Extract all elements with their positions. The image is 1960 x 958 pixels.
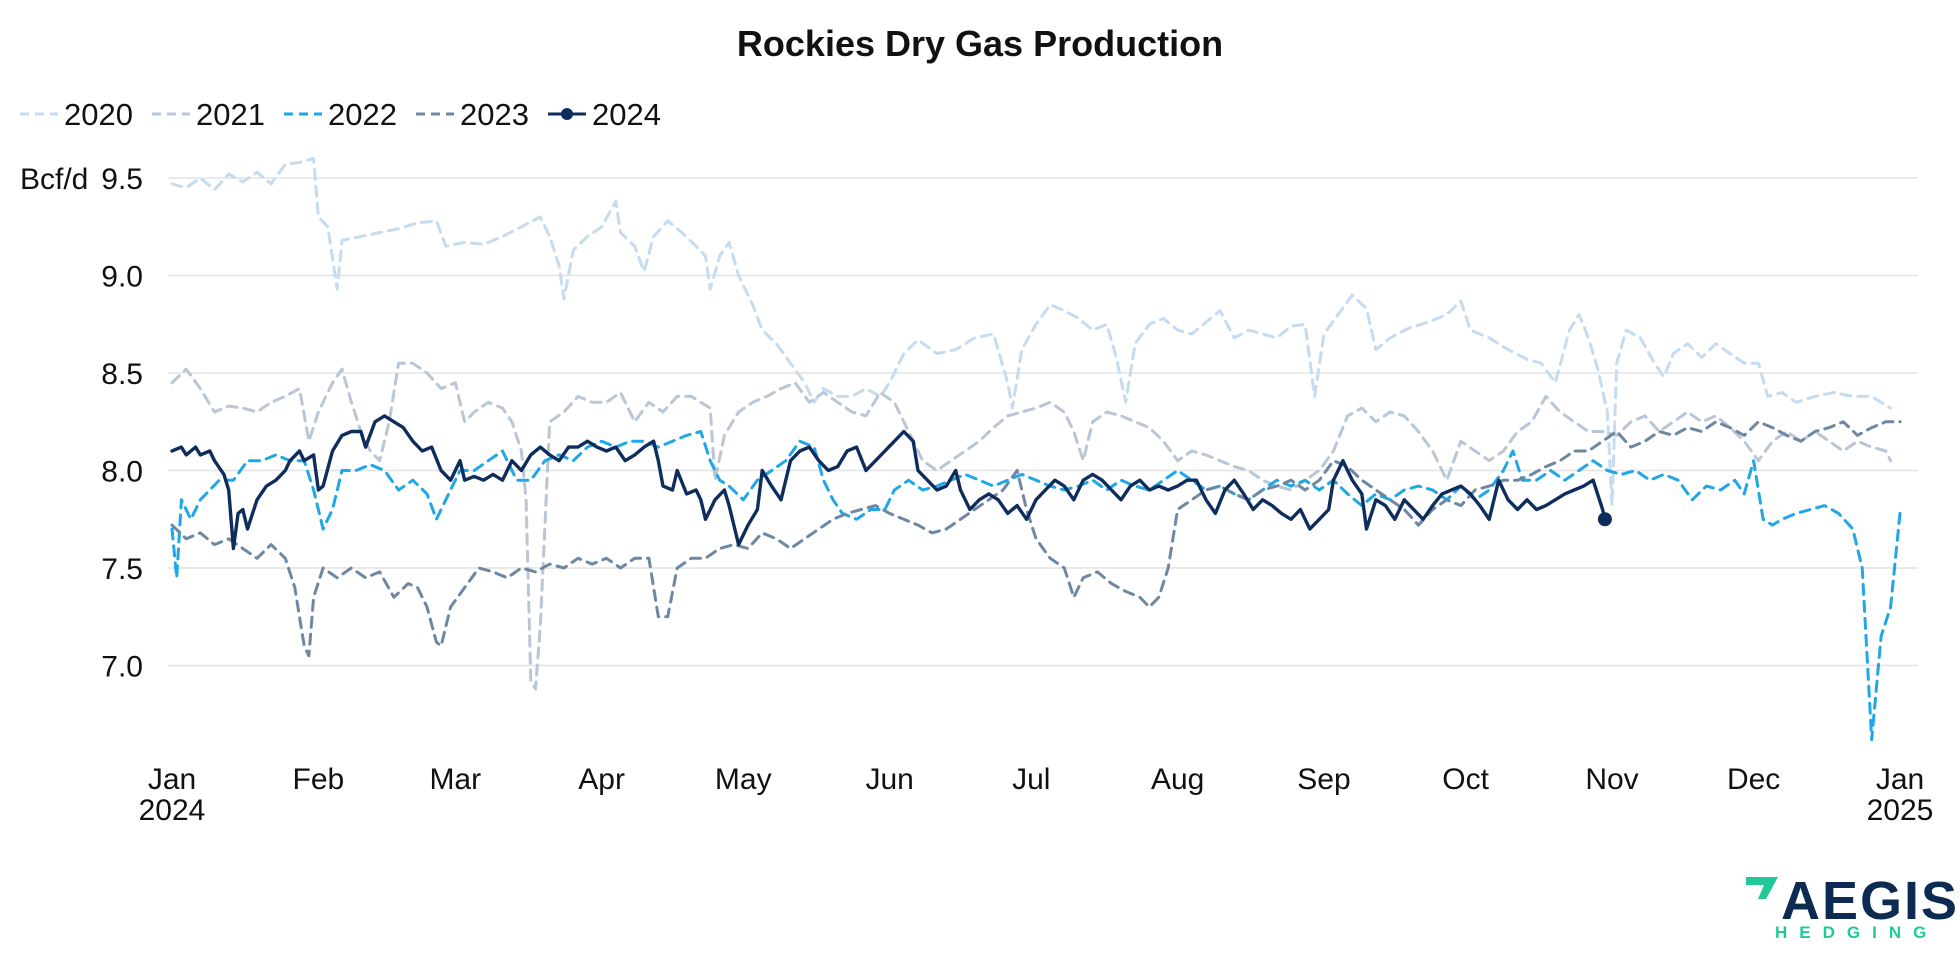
y-tick-label: 8.5	[101, 358, 143, 391]
series-line-2020	[170, 157, 1893, 508]
x-tick-label: Jan	[148, 763, 196, 796]
x-tick-label: Aug	[1151, 763, 1204, 796]
series-line-2024	[170, 414, 1607, 551]
chart-title: Rockies Dry Gas Production	[737, 23, 1223, 64]
x-tick-label: Jun	[865, 763, 913, 796]
x-tick-label: Mar	[429, 763, 481, 796]
y-tick-label: 9.0	[101, 261, 143, 294]
x-tick-label: Apr	[578, 763, 625, 796]
series-line-2023	[170, 420, 1902, 658]
y-axis-tick-labels: 9.5 9.0 8.5 8.0 7.5 7.0	[101, 163, 143, 684]
x-tick-label: Jan	[1876, 763, 1924, 796]
y-tick-label: 8.0	[101, 456, 143, 489]
x-tick-label: Nov	[1585, 763, 1638, 796]
series-lines	[170, 157, 1902, 742]
series-end-marker-2024	[1597, 512, 1612, 527]
x-tick-year-label: 2024	[139, 794, 206, 827]
series-line-2022	[170, 430, 1902, 742]
x-tick-label: Sep	[1297, 763, 1350, 796]
logo-subtitle: HEDGING	[1775, 923, 1938, 942]
legend-label-2022: 2022	[328, 97, 397, 132]
legend-label-2020: 2020	[64, 97, 133, 132]
y-tick-label: 7.5	[101, 553, 143, 586]
x-tick-year-label: 2025	[1867, 794, 1934, 827]
chart-legend: 2020 2021 2022 2023 2024	[20, 97, 661, 132]
aegis-hedging-logo: AEGIS HEDGING	[1746, 871, 1959, 942]
legend-marker-2024	[561, 108, 573, 120]
legend-label-2024: 2024	[592, 97, 661, 132]
y-tick-label: 9.5	[101, 163, 143, 196]
logo-mark-icon	[1746, 877, 1778, 899]
x-tick-label: Dec	[1727, 763, 1780, 796]
x-tick-label: May	[715, 763, 772, 796]
x-tick-label: Feb	[293, 763, 345, 796]
series-line-2021	[170, 361, 1893, 691]
gridlines	[168, 177, 1918, 667]
logo-wordmark: AEGIS	[1781, 871, 1959, 931]
legend-label-2023: 2023	[460, 97, 529, 132]
legend-label-2021: 2021	[196, 97, 265, 132]
x-tick-label: Jul	[1012, 763, 1050, 796]
y-tick-label: 7.0	[101, 651, 143, 684]
x-tick-label: Oct	[1442, 763, 1489, 796]
y-axis-unit-label: Bcf/d	[20, 163, 88, 196]
